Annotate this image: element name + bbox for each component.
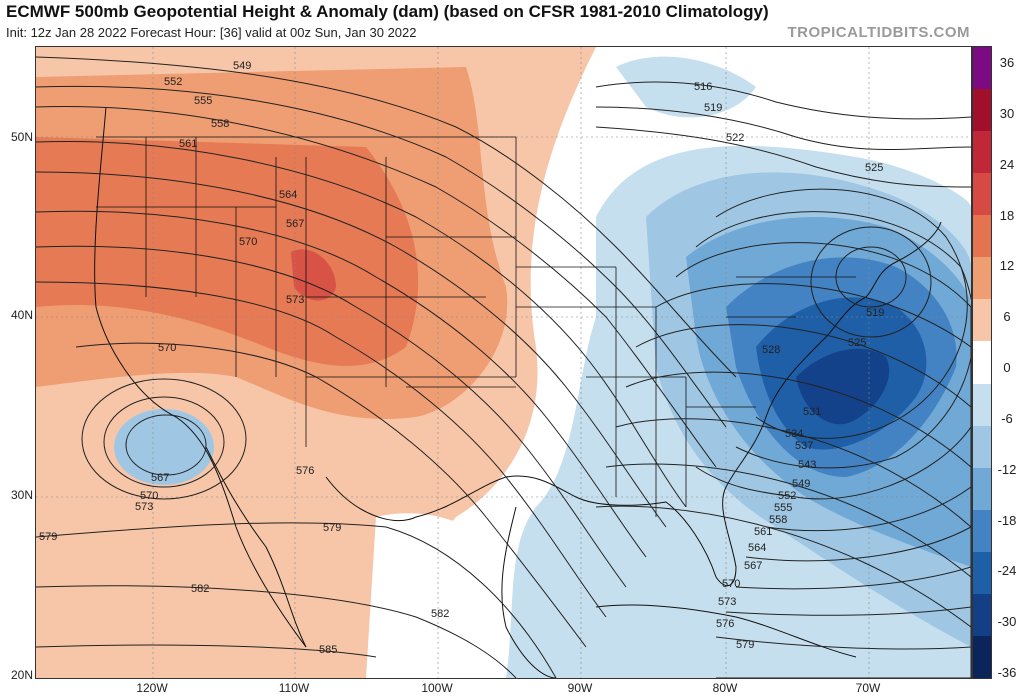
- colorbar-tick-label: 24: [999, 156, 1015, 172]
- lat-label: 40N: [10, 308, 33, 322]
- contour-labels-east-low: 519 525 528 531 534 537 543 549 552 555 …: [716, 307, 884, 651]
- contour-label: 567: [151, 472, 169, 484]
- contour-label: 576: [716, 618, 734, 630]
- coastlines: [94, 106, 942, 678]
- contour-label: 516: [694, 81, 712, 93]
- contour-label: 525: [848, 337, 866, 349]
- contour-label: 558: [211, 118, 229, 130]
- lon-label: 70W: [855, 681, 881, 695]
- graticule: [36, 47, 971, 678]
- contour-label: 564: [748, 542, 766, 554]
- colorbar-segment: [973, 341, 991, 385]
- colorbar-segment: [973, 89, 991, 132]
- colorbar-segment: [973, 47, 991, 90]
- colorbar-segment: [973, 215, 991, 258]
- warm-anomaly-core: [291, 249, 336, 301]
- brand-watermark: TROPICALTIDBITS.COM: [787, 24, 970, 41]
- contour-label: 573: [718, 596, 736, 608]
- lat-label: 20N: [10, 668, 33, 682]
- contour-labels-north: 516 519 522 525: [694, 81, 883, 174]
- colorbar-tick-label: -12: [997, 461, 1017, 477]
- lon-label: 100W: [421, 681, 453, 695]
- contour-label: 570: [140, 490, 158, 502]
- lat-label: 30N: [10, 488, 33, 502]
- colorbar-segment: [973, 173, 991, 216]
- chart-subtitle: Init: 12z Jan 28 2022 Forecast Hour: [36…: [6, 25, 417, 40]
- lon-label: 120W: [136, 681, 168, 695]
- colorbar-tick-label: -18: [997, 512, 1017, 528]
- colorbar-segment: [973, 299, 991, 342]
- contour-label: 549: [792, 478, 810, 490]
- contour-label: 573: [286, 294, 304, 306]
- chart-title: ECMWF 500mb Geopotential Height & Anomal…: [6, 2, 769, 21]
- contour-label: 567: [744, 560, 762, 572]
- contour-label: 582: [191, 583, 209, 595]
- colorbar-tick-label: 6: [1003, 309, 1011, 325]
- colorbar-segment: [973, 425, 991, 469]
- colorbar-segment: [973, 551, 991, 595]
- colorbar-tick-label: 30: [999, 105, 1015, 121]
- contour-label: 567: [286, 218, 304, 230]
- cold-anomaly-core: [796, 348, 890, 425]
- colorbar-segment: [973, 257, 991, 300]
- colorbar-segment: [973, 131, 991, 174]
- colorbar-tick-label: 12: [999, 258, 1015, 274]
- contour-label: 582: [431, 608, 449, 620]
- height-contours: [36, 56, 971, 678]
- colorbar-segment: [973, 635, 991, 679]
- contour-label: 555: [194, 95, 212, 107]
- contour-label: 525: [865, 162, 883, 174]
- contour-label: 579: [736, 639, 754, 651]
- colorbar-segment: [973, 509, 991, 553]
- cold-anomaly-nw-bulge: [616, 56, 756, 118]
- contour-label: 579: [39, 531, 57, 543]
- colorbar-tick-label: 18: [999, 207, 1015, 223]
- colorbar-tick-label: 36: [999, 55, 1015, 70]
- contour-label: 564: [279, 189, 297, 201]
- colorbar-tick-label: 0: [1003, 360, 1011, 375]
- contour-label: 573: [135, 501, 153, 513]
- map-panel: 549 552 555 558 561 564 567 570 573 570 …: [35, 46, 972, 679]
- map-svg: 549 552 555 558 561 564 567 570 573 570 …: [36, 47, 971, 678]
- contour-label: 552: [778, 490, 796, 502]
- contour-label: 531: [803, 406, 821, 418]
- lon-label: 90W: [567, 681, 593, 695]
- contour-label: 561: [754, 526, 772, 538]
- lon-label: 80W: [712, 681, 738, 695]
- contour-label: 558: [769, 514, 787, 526]
- contour-label: 537: [795, 440, 813, 452]
- contour-label: 570: [158, 342, 176, 354]
- lat-label: 50N: [10, 130, 33, 144]
- contour-label: 519: [704, 102, 722, 114]
- contour-label: 570: [239, 236, 257, 248]
- lon-label: 110W: [278, 681, 310, 695]
- contour-label: 522: [726, 132, 744, 144]
- colorbar-tick-label: -30: [997, 614, 1017, 630]
- contour-labels-low-west: 567 570 573: [135, 472, 169, 513]
- neutral-zone-low: [366, 513, 498, 678]
- colorbar: [972, 46, 992, 679]
- state-borders: [96, 136, 856, 517]
- warm-anomaly-inner: [36, 137, 419, 366]
- contour-label: 555: [774, 502, 792, 514]
- contour-label: 519: [866, 307, 884, 319]
- contour-label: 543: [798, 459, 816, 471]
- contour-label: 534: [785, 428, 803, 440]
- contour-label: 552: [164, 76, 182, 88]
- colorbar-tick-label: -24: [997, 563, 1017, 579]
- colorbar-tick-label: -36: [997, 665, 1017, 680]
- contour-label: 585: [319, 644, 337, 656]
- contour-labels-west: 549 552 555 558 561 564 567 570 573 570: [158, 60, 304, 354]
- colorbar-segment: [973, 593, 991, 637]
- contour-label: 549: [233, 60, 251, 72]
- colorbar-segment: [973, 467, 991, 511]
- colorbar-segment: [973, 383, 991, 427]
- colorbar-tick-label: -6: [1001, 410, 1013, 426]
- contour-label: 528: [762, 344, 780, 356]
- contour-labels-south: 576 579 579 582 582 585: [39, 465, 449, 656]
- contour-label: 561: [179, 138, 197, 150]
- contour-label: 579: [323, 522, 341, 534]
- contour-label: 576: [296, 465, 314, 477]
- contour-label: 570: [722, 578, 740, 590]
